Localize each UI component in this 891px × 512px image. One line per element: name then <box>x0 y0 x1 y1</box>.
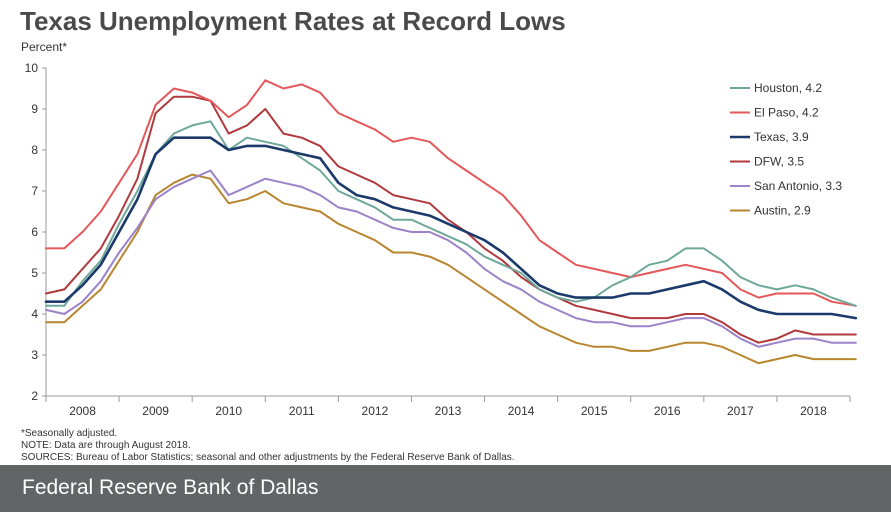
y-tick-label: 5 <box>31 266 38 280</box>
y-tick-label: 4 <box>31 307 38 321</box>
series-layer <box>44 79 858 365</box>
legend-label: Texas, 3.9 <box>754 130 809 144</box>
x-tick-label: 2010 <box>215 404 242 418</box>
y-axis-label: Percent* <box>21 40 67 54</box>
series-line-texas <box>44 136 858 320</box>
series-line-dfw <box>45 95 857 344</box>
chart-axes: Percent* 2 3 4 5 6 7 8 9 10 2008 2009 2010 2011 2012 20… <box>21 40 851 418</box>
x-tick-label: 2016 <box>654 404 681 418</box>
legend-label: Houston, 4.2 <box>754 81 822 95</box>
footer-organization: Federal Reserve Bank of Dallas <box>22 476 319 499</box>
chart-legend: Houston, 4.2 El Paso, 4.2 Texas, 3.9 DFW, 3… <box>730 81 842 218</box>
line-chart: Percent* 2 3 4 5 6 7 8 9 10 2008 2009 2010 2011 2012 20… <box>21 40 858 418</box>
y-tick-label: 2 <box>31 389 38 403</box>
x-tick-label: 2011 <box>289 404 315 418</box>
series-line-houston <box>45 120 857 307</box>
x-tick-label: 2014 <box>508 404 535 418</box>
note-seasonal: *Seasonally adjusted. <box>21 428 118 439</box>
y-tick-label: 6 <box>31 225 38 239</box>
series-line-el-paso <box>45 79 857 307</box>
note-data-through: NOTE: Data are through August 2018. <box>21 440 191 451</box>
y-tick-label: 8 <box>31 143 38 157</box>
legend-label: Austin, 2.9 <box>754 204 811 218</box>
y-tick-label: 9 <box>31 102 38 116</box>
x-tick-label: 2018 <box>800 404 827 418</box>
series-line-austin <box>45 173 857 365</box>
x-tick-label: 2015 <box>581 404 608 418</box>
chart-title: Texas Unemployment Rates at Record Lows <box>20 6 566 36</box>
series-line-san-antonio <box>45 169 857 348</box>
chart-notes: *Seasonally adjusted. NOTE: Data are thr… <box>21 428 515 464</box>
x-tick-label: 2008 <box>69 404 96 418</box>
x-tick-label: 2009 <box>142 404 169 418</box>
footer-bar: Federal Reserve Bank of Dallas <box>0 465 891 512</box>
legend-label: San Antonio, 3.3 <box>754 179 842 193</box>
y-tick-label: 7 <box>31 184 38 198</box>
y-tick-label: 3 <box>31 348 38 362</box>
x-tick-label: 2017 <box>727 404 754 418</box>
note-sources: SOURCES: Bureau of Labor Statistics; sea… <box>21 452 515 463</box>
x-tick-label: 2013 <box>435 404 462 418</box>
x-tick-label: 2012 <box>362 404 389 418</box>
legend-label: El Paso, 4.2 <box>754 106 819 120</box>
legend-label: DFW, 3.5 <box>754 155 804 169</box>
y-tick-label: 10 <box>25 61 39 75</box>
